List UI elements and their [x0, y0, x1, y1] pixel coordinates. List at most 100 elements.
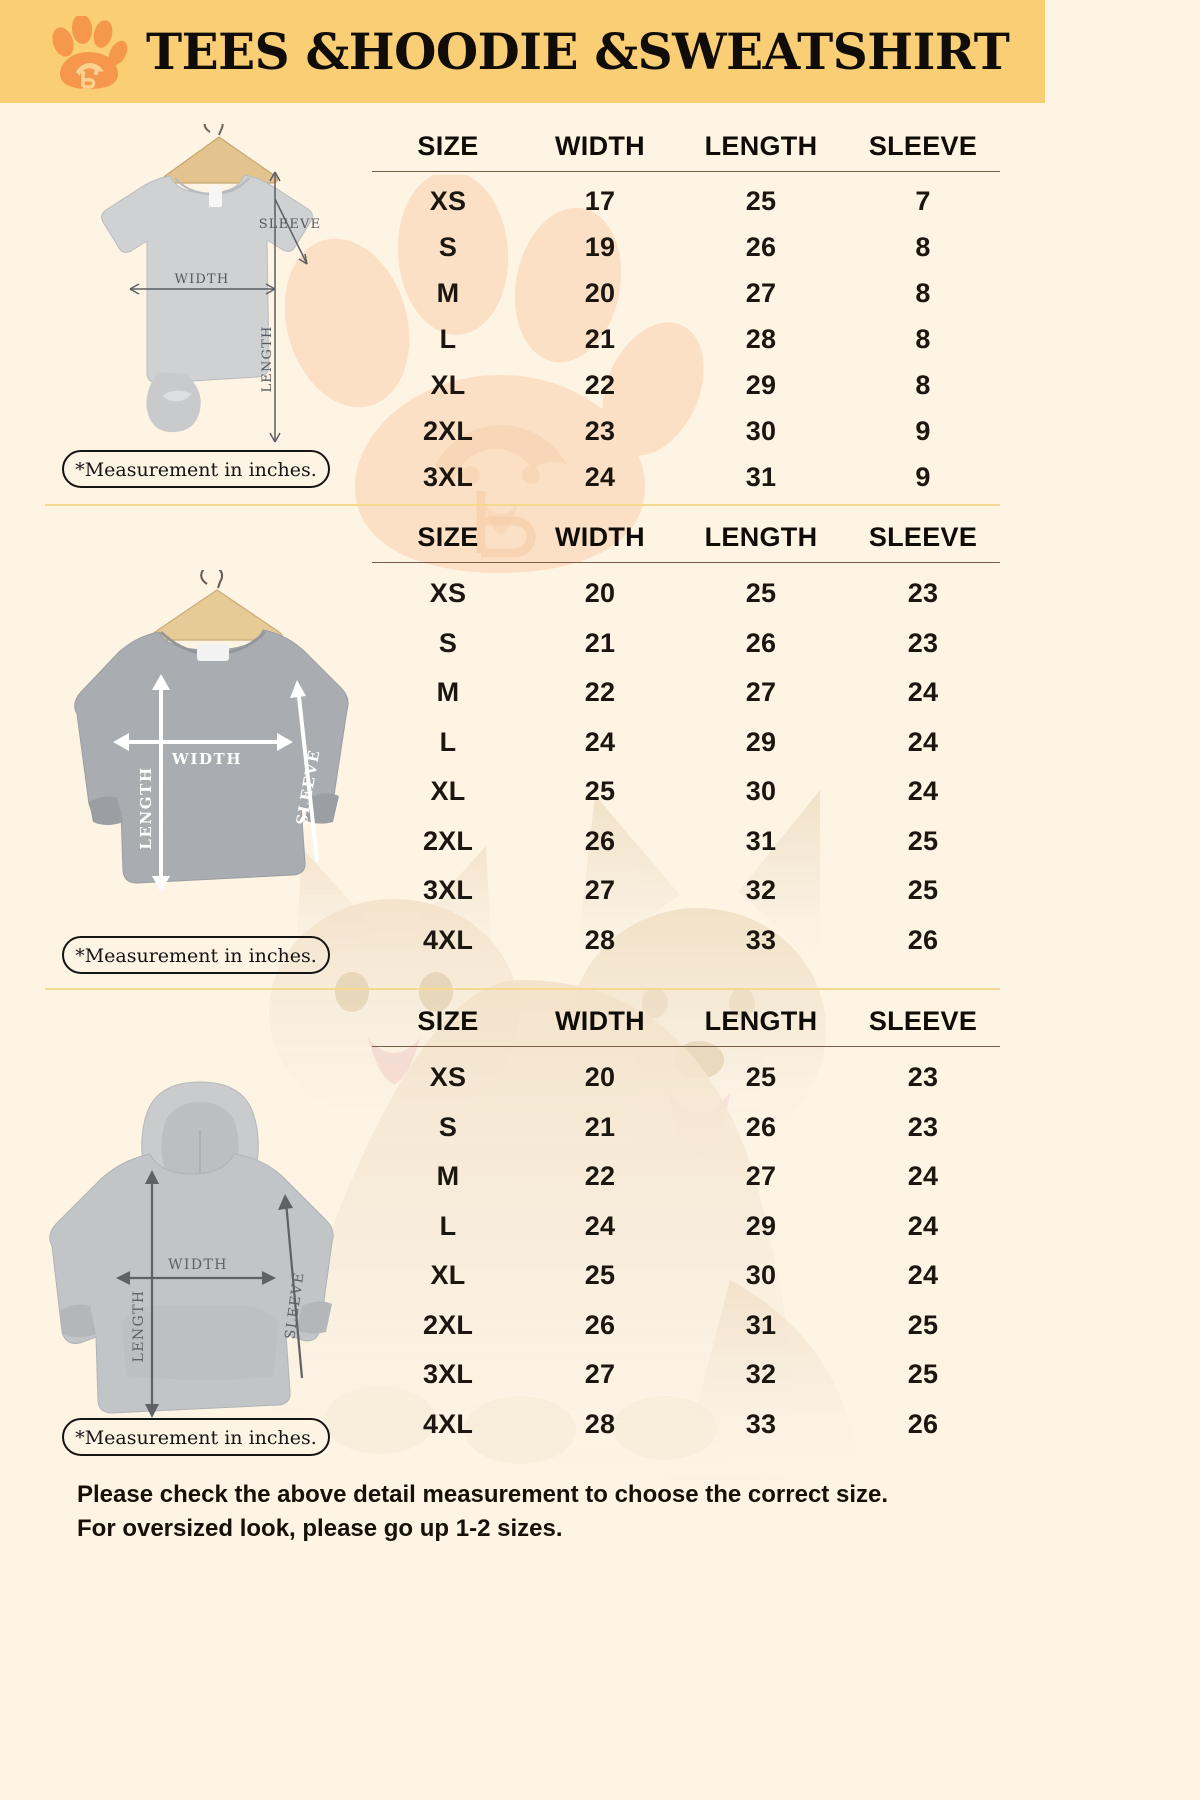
cell-size: XS — [429, 578, 467, 609]
table-row: 2XL 26 31 25 — [372, 817, 1000, 867]
measurement-note-badge-hoodie: *Measurement in inches. — [62, 1418, 330, 1456]
cell-length: 33 — [745, 1408, 777, 1439]
cell-size: M — [436, 677, 460, 708]
cell-width: 22 — [584, 677, 616, 708]
cell-size: 3XL — [422, 1359, 474, 1390]
table-row: L 21 28 8 — [372, 316, 1000, 362]
cell-width: 27 — [584, 875, 616, 906]
cell-size: XS — [429, 185, 467, 216]
svg-text:LENGTH: LENGTH — [137, 766, 155, 849]
cell-sleeve: 24 — [907, 1161, 939, 1192]
cell-size: 4XL — [422, 1408, 474, 1439]
cell-sleeve: 7 — [915, 185, 931, 216]
cell-size: M — [436, 277, 460, 308]
col-header-width: WIDTH — [524, 522, 676, 563]
table-row: S 21 26 23 — [372, 1103, 1000, 1153]
cell-sleeve: 23 — [907, 578, 939, 609]
footer-note: Please check the above detail measuremen… — [77, 1478, 977, 1546]
cell-length: 29 — [745, 1210, 777, 1241]
cell-width: 17 — [584, 185, 616, 216]
cell-sleeve: 24 — [907, 1260, 939, 1291]
cell-size: L — [439, 726, 457, 757]
page-title: TEES &HOODIE &SWEATSHIRT — [146, 21, 1010, 81]
cell-width: 25 — [584, 776, 616, 807]
cell-length: 27 — [745, 277, 777, 308]
cell-width: 25 — [584, 1260, 616, 1291]
table-row: 2XL 26 31 25 — [372, 1301, 1000, 1351]
col-header-width: WIDTH — [524, 131, 676, 172]
cell-width: 28 — [584, 924, 616, 955]
cell-size: S — [438, 1111, 458, 1142]
cell-sleeve: 9 — [915, 415, 931, 446]
cell-width: 26 — [584, 825, 616, 856]
svg-text:WIDTH: WIDTH — [171, 750, 242, 768]
table-header-row: SIZE WIDTH LENGTH SLEEVE — [372, 131, 1000, 172]
table-row: XS 20 25 23 — [372, 563, 1000, 619]
section-divider-1 — [45, 504, 1000, 506]
footer-line-2: For oversized look, please go up 1-2 siz… — [77, 1515, 563, 1543]
paw-print-logo-icon — [50, 15, 128, 90]
col-header-size: SIZE — [372, 1006, 524, 1047]
cell-sleeve: 24 — [907, 726, 939, 757]
table-row: XL 25 30 24 — [372, 1251, 1000, 1301]
table-row: 4XL 28 33 26 — [372, 916, 1000, 966]
svg-text:WIDTH: WIDTH — [168, 1257, 228, 1273]
measurement-note-badge-sweatshirt: *Measurement in inches. — [62, 936, 330, 974]
cell-sleeve: 8 — [915, 231, 931, 262]
cell-length: 32 — [745, 875, 777, 906]
cell-sleeve: 24 — [907, 677, 939, 708]
cell-sleeve: 23 — [907, 1111, 939, 1142]
cell-width: 26 — [584, 1309, 616, 1340]
cell-length: 32 — [745, 1359, 777, 1390]
col-header-size: SIZE — [372, 522, 524, 563]
hoodie-illustration: WIDTH LENGTH SLEEVE — [30, 1058, 360, 1428]
col-header-sleeve: SLEEVE — [846, 1006, 1000, 1047]
svg-text:SLEEVE: SLEEVE — [259, 217, 322, 232]
cell-length: 30 — [745, 1260, 777, 1291]
cell-size: 4XL — [422, 924, 474, 955]
table-row: 3XL 27 32 25 — [372, 866, 1000, 916]
cell-length: 29 — [745, 726, 777, 757]
table-row: M 20 27 8 — [372, 270, 1000, 316]
cell-width: 21 — [584, 627, 616, 658]
cell-width: 23 — [584, 415, 616, 446]
cell-size: XL — [430, 1260, 466, 1291]
table-row: 3XL 24 31 9 — [372, 454, 1000, 500]
cell-length: 27 — [745, 1161, 777, 1192]
cell-sleeve: 24 — [907, 1210, 939, 1241]
cell-width: 21 — [584, 323, 616, 354]
col-header-size: SIZE — [372, 131, 524, 172]
cell-length: 30 — [745, 776, 777, 807]
col-header-length: LENGTH — [676, 1006, 846, 1047]
cell-width: 24 — [584, 461, 616, 492]
cell-sleeve: 25 — [907, 1359, 939, 1390]
cell-length: 33 — [745, 924, 777, 955]
size-table-hoodie: SIZE WIDTH LENGTH SLEEVE XS 20 25 23 S 21 26 2… — [372, 1006, 1000, 1449]
cell-size: M — [436, 1161, 460, 1192]
svg-text:WIDTH: WIDTH — [175, 272, 230, 287]
sweatshirt-illustration: WIDTH LENGTH SLEEVE — [55, 564, 365, 900]
cell-length: 27 — [745, 677, 777, 708]
cell-width: 20 — [584, 1062, 616, 1093]
cell-width: 20 — [584, 277, 616, 308]
cell-length: 26 — [745, 1111, 777, 1142]
cell-width: 22 — [584, 369, 616, 400]
cell-length: 30 — [745, 415, 777, 446]
table-row: XS 20 25 23 — [372, 1047, 1000, 1103]
cell-sleeve: 26 — [907, 924, 939, 955]
table-row: 4XL 28 33 26 — [372, 1400, 1000, 1450]
cell-sleeve: 25 — [907, 875, 939, 906]
cell-length: 25 — [745, 578, 777, 609]
table-row: L 24 29 24 — [372, 718, 1000, 768]
cell-sleeve: 26 — [907, 1408, 939, 1439]
cell-length: 25 — [745, 1062, 777, 1093]
cell-width: 20 — [584, 578, 616, 609]
cell-sleeve: 9 — [915, 461, 931, 492]
cell-sleeve: 23 — [907, 1062, 939, 1093]
col-header-length: LENGTH — [676, 131, 846, 172]
cell-width: 28 — [584, 1408, 616, 1439]
page-header: TEES &HOODIE &SWEATSHIRT — [0, 0, 1045, 103]
cell-size: XL — [430, 369, 466, 400]
table-row: XS 17 25 7 — [372, 172, 1000, 225]
table-row: S 21 26 23 — [372, 619, 1000, 669]
